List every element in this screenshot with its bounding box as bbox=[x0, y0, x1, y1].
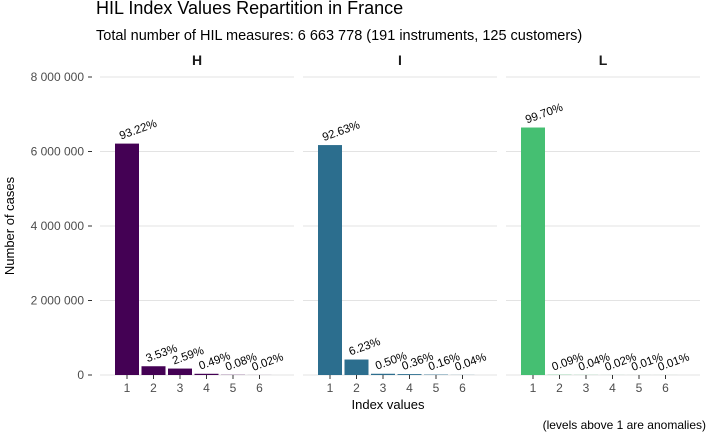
bar bbox=[318, 145, 342, 375]
facet-strip-label: I bbox=[398, 52, 402, 68]
chart-title: HIL Index Values Repartition in France bbox=[96, 0, 403, 18]
y-tick-label: 8 000 000 bbox=[31, 70, 85, 84]
facet-strip-label: L bbox=[599, 52, 608, 68]
x-axis-title: Index values bbox=[352, 397, 425, 412]
bar bbox=[344, 359, 369, 375]
x-tick-label: 2 bbox=[556, 381, 563, 395]
facet-strip-label: H bbox=[192, 52, 202, 68]
x-tick-label: 6 bbox=[459, 381, 466, 395]
bar-data-label: 6.23% bbox=[347, 336, 382, 358]
y-tick-label: 2 000 000 bbox=[31, 294, 85, 308]
x-tick-label: 2 bbox=[150, 381, 157, 395]
bar bbox=[141, 366, 166, 375]
y-axis: 0 2 000 000 4 000 000 6 000 000 8 000 000 bbox=[31, 70, 92, 382]
bar-data-label: 92.63% bbox=[321, 119, 362, 144]
chart-subtitle: Total number of HIL measures: 6 663 778 … bbox=[96, 28, 582, 44]
facet-panels: H93.22%13.53%22.59%30.49%40.08%50.02%6I9… bbox=[100, 52, 700, 395]
x-tick-label: 5 bbox=[636, 381, 643, 395]
facet-panel-h: H93.22%13.53%22.59%30.49%40.08%50.02%6 bbox=[100, 52, 294, 395]
bar bbox=[371, 373, 395, 375]
y-tick-label: 0 bbox=[77, 368, 84, 382]
bar-data-label: 99.70% bbox=[524, 102, 565, 127]
x-tick-label: 4 bbox=[203, 381, 210, 395]
x-tick-label: 2 bbox=[353, 381, 360, 395]
x-tick-label: 3 bbox=[583, 381, 590, 395]
bar bbox=[521, 127, 545, 375]
x-tick-label: 1 bbox=[327, 381, 334, 395]
x-tick-label: 6 bbox=[256, 381, 263, 395]
facet-panel-i: I92.63%16.23%20.50%30.36%40.16%50.04%6 bbox=[303, 52, 497, 395]
bar bbox=[194, 373, 219, 375]
x-tick-label: 3 bbox=[177, 381, 184, 395]
y-tick-label: 4 000 000 bbox=[31, 219, 85, 233]
chart-caption: (levels above 1 are anomalies) bbox=[543, 418, 706, 432]
x-tick-label: 4 bbox=[406, 381, 413, 395]
x-tick-label: 1 bbox=[124, 381, 131, 395]
x-tick-label: 4 bbox=[609, 381, 616, 395]
x-tick-label: 5 bbox=[230, 381, 237, 395]
x-tick-label: 3 bbox=[380, 381, 387, 395]
y-tick-label: 6 000 000 bbox=[31, 145, 85, 159]
bar bbox=[397, 374, 422, 375]
bar bbox=[168, 368, 192, 375]
x-tick-label: 6 bbox=[662, 381, 669, 395]
facet-panel-l: L99.70%10.09%20.04%30.02%40.01%50.01%6 bbox=[506, 52, 700, 395]
bar bbox=[115, 143, 139, 375]
y-axis-title: Number of cases bbox=[2, 176, 17, 275]
bar-data-label: 93.22% bbox=[118, 118, 159, 143]
x-tick-label: 1 bbox=[530, 381, 537, 395]
x-tick-label: 5 bbox=[433, 381, 440, 395]
